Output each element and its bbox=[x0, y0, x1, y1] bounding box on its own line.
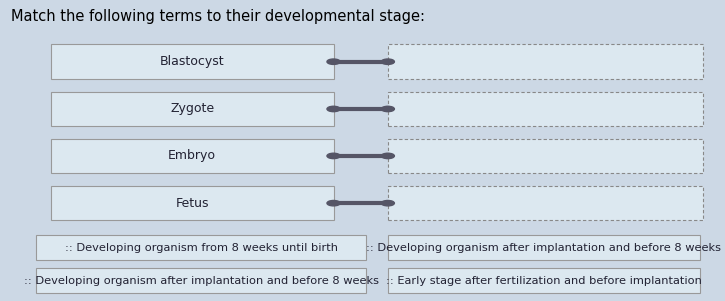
Text: :: Early stage after fertilization and before implantation: :: Early stage after fertilization and b… bbox=[386, 276, 702, 286]
Text: :: Developing organism after implantation and before 8 weeks: :: Developing organism after implantatio… bbox=[24, 276, 378, 286]
FancyBboxPatch shape bbox=[51, 92, 334, 126]
FancyBboxPatch shape bbox=[388, 92, 703, 126]
Circle shape bbox=[327, 59, 340, 64]
FancyBboxPatch shape bbox=[388, 235, 700, 260]
Circle shape bbox=[381, 59, 394, 64]
Text: Zygote: Zygote bbox=[170, 102, 214, 116]
Circle shape bbox=[381, 153, 394, 159]
Text: Blastocyst: Blastocyst bbox=[160, 55, 225, 68]
Text: Embryo: Embryo bbox=[168, 149, 216, 163]
FancyBboxPatch shape bbox=[51, 44, 334, 79]
Text: :: Developing organism after implantation and before 8 weeks: :: Developing organism after implantatio… bbox=[366, 243, 721, 253]
FancyBboxPatch shape bbox=[388, 268, 700, 293]
FancyBboxPatch shape bbox=[388, 138, 703, 173]
Text: :: Developing organism from 8 weeks until birth: :: Developing organism from 8 weeks unti… bbox=[65, 243, 338, 253]
FancyBboxPatch shape bbox=[388, 186, 703, 220]
Circle shape bbox=[327, 153, 340, 159]
Circle shape bbox=[381, 106, 394, 112]
Text: Match the following terms to their developmental stage:: Match the following terms to their devel… bbox=[11, 9, 425, 24]
FancyBboxPatch shape bbox=[36, 235, 366, 260]
FancyBboxPatch shape bbox=[36, 268, 366, 293]
Circle shape bbox=[381, 200, 394, 206]
FancyBboxPatch shape bbox=[388, 44, 703, 79]
Text: Fetus: Fetus bbox=[175, 197, 209, 210]
Circle shape bbox=[327, 106, 340, 112]
FancyBboxPatch shape bbox=[51, 138, 334, 173]
FancyBboxPatch shape bbox=[51, 186, 334, 220]
Circle shape bbox=[327, 200, 340, 206]
